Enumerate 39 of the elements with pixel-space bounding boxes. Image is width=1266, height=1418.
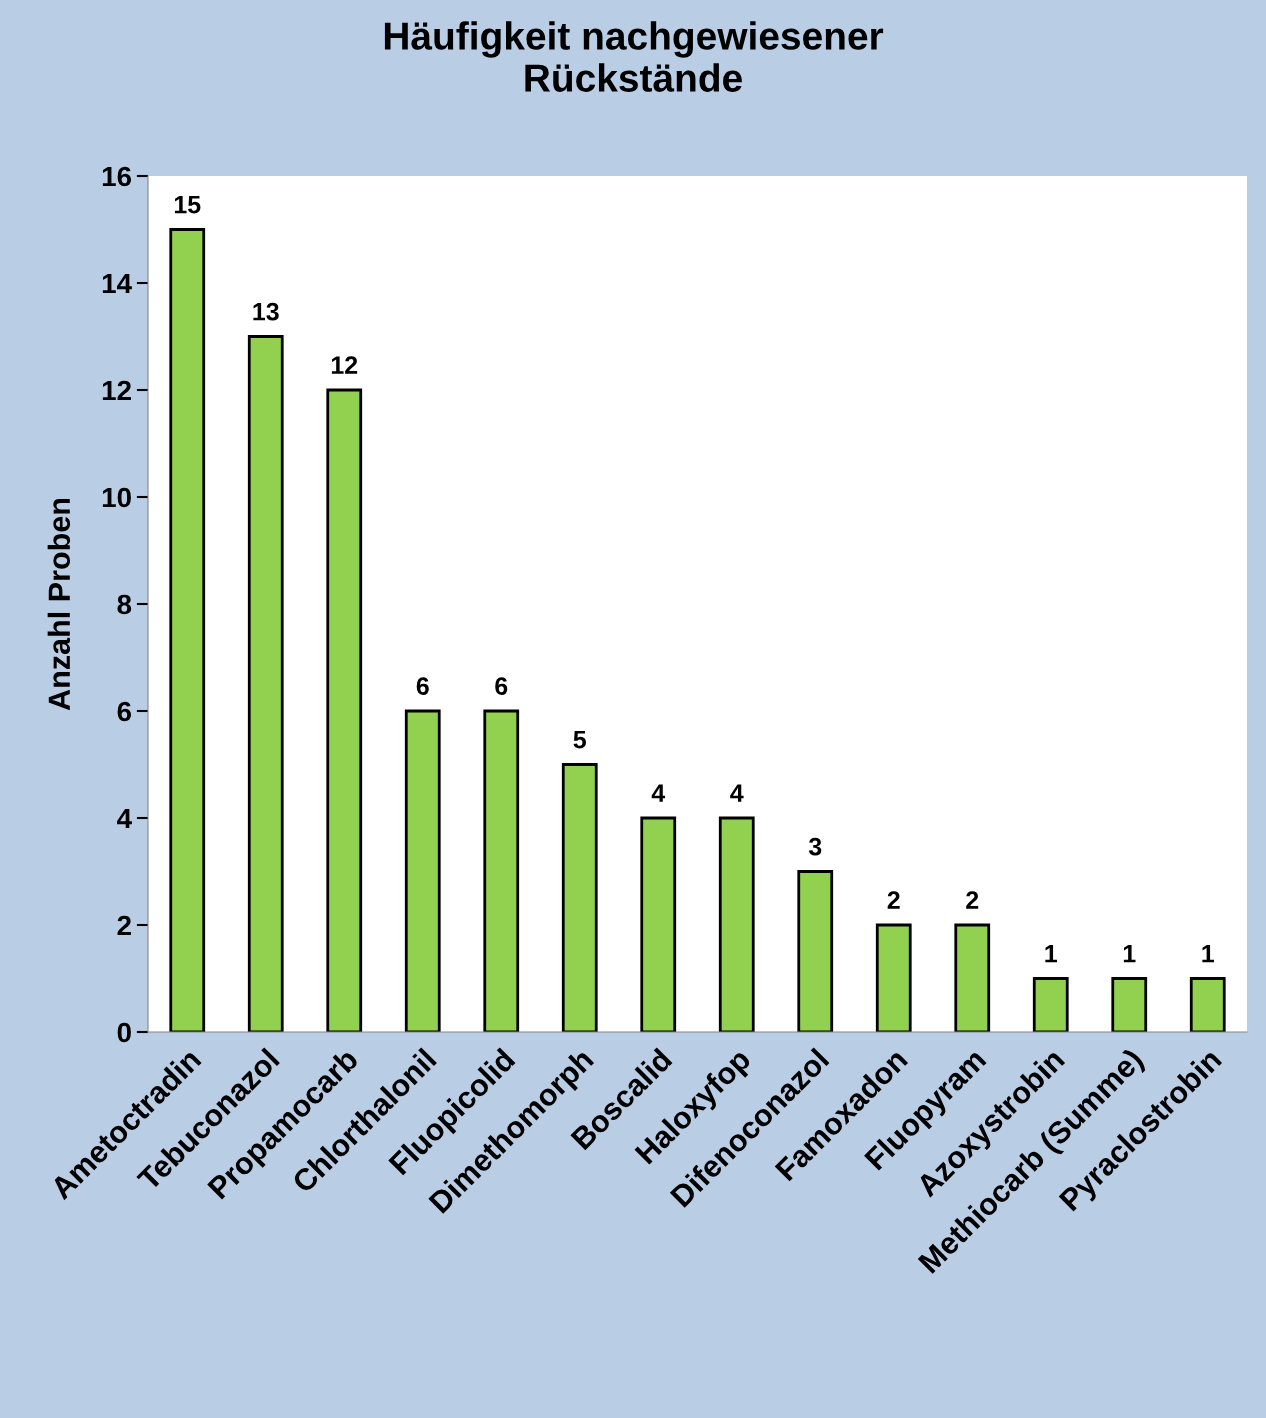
bar bbox=[483, 709, 520, 1032]
data-label: 6 bbox=[416, 677, 429, 695]
y-tick-label: 14 bbox=[102, 273, 132, 294]
data-label: 3 bbox=[808, 837, 822, 856]
data-label: 2 bbox=[966, 891, 979, 909]
bar bbox=[247, 335, 284, 1032]
data-label: 1 bbox=[1045, 945, 1058, 963]
bar bbox=[718, 816, 755, 1032]
y-tick-label: 4 bbox=[117, 808, 132, 829]
bar bbox=[326, 388, 363, 1032]
y-tick-label: 16 bbox=[102, 166, 132, 187]
y-tick-label: 12 bbox=[102, 380, 131, 401]
data-label: 2 bbox=[887, 891, 900, 909]
data-label: 1 bbox=[1202, 945, 1215, 963]
y-tick-label: 0 bbox=[117, 1022, 131, 1043]
chart-title: Häufigkeit nachgewiesener Rückstände bbox=[384, 21, 884, 92]
data-label: 6 bbox=[495, 677, 508, 695]
y-tick-label: 2 bbox=[117, 915, 131, 936]
bar bbox=[561, 763, 598, 1032]
data-label: 13 bbox=[253, 302, 279, 321]
data-label: 12 bbox=[331, 356, 358, 374]
y-tick-label: 6 bbox=[117, 701, 132, 722]
bar bbox=[640, 816, 677, 1032]
data-label: 4 bbox=[651, 784, 666, 802]
bar bbox=[1032, 977, 1069, 1032]
bar bbox=[169, 228, 206, 1032]
y-tick-label: 10 bbox=[102, 487, 131, 508]
bar bbox=[1189, 977, 1226, 1032]
bar bbox=[954, 923, 991, 1032]
bar bbox=[875, 923, 912, 1032]
data-label: 5 bbox=[573, 731, 587, 749]
bar bbox=[797, 870, 834, 1032]
data-label: 1 bbox=[1123, 945, 1136, 963]
bar bbox=[1111, 977, 1148, 1032]
y-axis-title: Anzahl Proben bbox=[47, 498, 71, 711]
data-label: 15 bbox=[174, 196, 201, 214]
bar bbox=[404, 709, 441, 1032]
y-tick-label: 8 bbox=[117, 594, 132, 615]
data-label: 4 bbox=[730, 784, 744, 802]
